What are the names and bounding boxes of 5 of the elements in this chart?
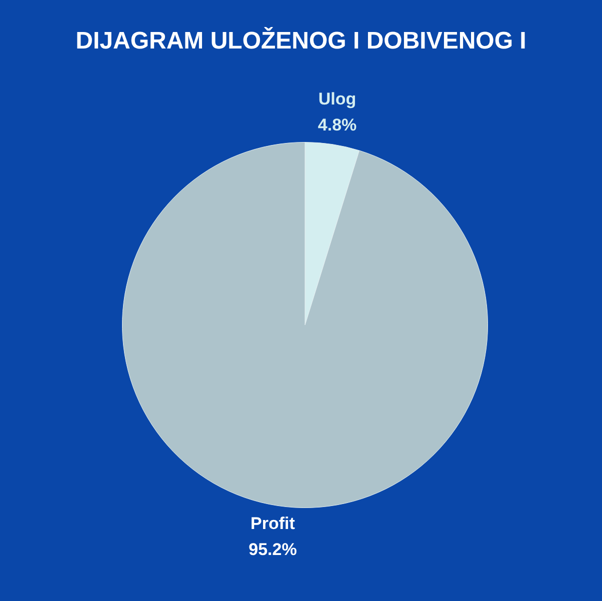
slice-label: Profit <box>250 514 296 533</box>
data-label: 95.2% <box>248 540 297 559</box>
chart-title: DIJAGRAM ULOŽENOG I DOBIVENOG I <box>76 26 526 55</box>
data-label: 4.8% <box>318 115 357 134</box>
slice-label: Ulog <box>318 89 356 108</box>
